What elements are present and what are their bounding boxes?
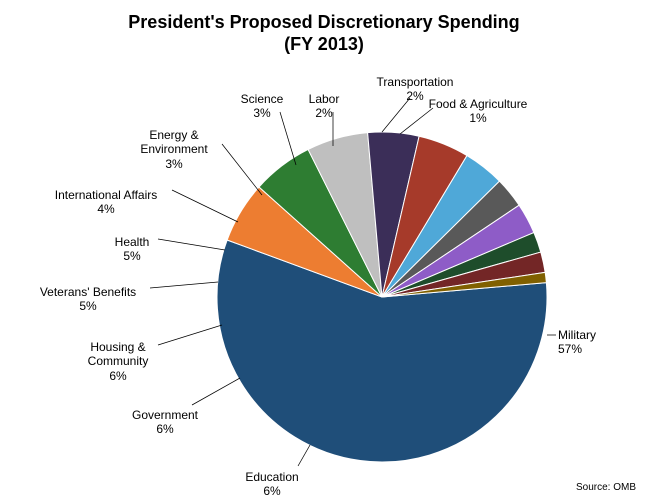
leader-line [158,239,225,250]
slice-label: Military 57% [558,328,596,357]
slice-label: Government 6% [132,408,198,437]
slice-label: International Affairs 4% [55,188,158,217]
slice-label: Food & Agriculture 1% [429,97,528,126]
slice-label: Health 5% [115,235,150,264]
leader-line [158,325,222,345]
slice-label: Veterans' Benefits 5% [40,285,136,314]
leader-line [222,144,262,195]
source-note: Source: OMB [576,482,636,493]
slice-label: Housing & Community 6% [88,340,149,383]
slice-label: Energy & Environment 3% [140,128,207,171]
leader-line [150,282,218,288]
slice-label: Science 3% [241,92,284,121]
slice-label: Education 6% [245,470,298,499]
slice-label: Labor 2% [309,92,340,121]
leader-line [172,190,238,222]
leader-line [298,445,310,466]
pie-chart-root: President's Proposed Discretionary Spend… [0,0,648,504]
pie-svg [0,0,648,504]
leader-line [192,378,240,405]
